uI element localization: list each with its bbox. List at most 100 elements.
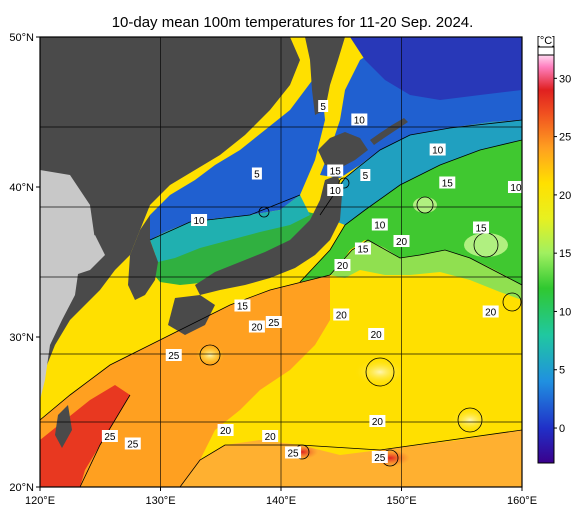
contour-label-text: 20 xyxy=(396,237,408,248)
contour-label-text: 15 xyxy=(442,179,454,190)
contour-label-text: 20 xyxy=(337,261,349,272)
contour-label-bg xyxy=(473,221,490,234)
contour-label-bg xyxy=(354,242,371,255)
contour-label-text: 20 xyxy=(265,432,277,443)
land-china-mask xyxy=(40,170,95,400)
contour-label-text: 20 xyxy=(485,308,497,319)
contour-label: 15 xyxy=(473,221,490,235)
contour-label-text: 25 xyxy=(374,453,386,464)
cold-eddy-2 xyxy=(413,197,437,213)
contour-label-bg xyxy=(371,218,388,231)
contour-label-text: 20 xyxy=(371,330,383,341)
colorbar-tick-label: 10 xyxy=(559,306,571,318)
warm-eddy-1 xyxy=(354,358,406,386)
lon-tick-label: 160°E xyxy=(507,495,537,507)
contour-label-bg xyxy=(327,164,344,177)
lon-tick-label: 150°E xyxy=(386,495,416,507)
contour-label-bg xyxy=(285,446,302,459)
contour-label-text: 15 xyxy=(330,167,342,178)
contour-label: 25 xyxy=(265,316,282,329)
contour-label: 10 xyxy=(191,214,208,227)
contour-label-bg xyxy=(217,424,234,436)
contour-label-bg xyxy=(318,100,329,112)
contour-label-bg xyxy=(482,305,499,318)
contour-label: 5 xyxy=(360,169,371,182)
contour-label-text: 20 xyxy=(251,323,263,334)
colorbar-tick-label: 0 xyxy=(559,423,565,435)
land-korea xyxy=(128,215,158,300)
ocean-orange-south xyxy=(180,430,522,487)
cold-eddy-1 xyxy=(464,233,508,257)
land-taiwan xyxy=(55,405,72,448)
contour-label-bg xyxy=(393,235,410,247)
contour-label-text: 15 xyxy=(237,302,249,313)
ocean-teal-zone xyxy=(320,120,522,225)
contour-label: 25 xyxy=(165,349,182,362)
lon-tick-label: 140°E xyxy=(266,495,296,507)
contour-label: 20 xyxy=(334,259,351,272)
contour-label: 10 xyxy=(371,218,388,232)
contour-label-text: 25 xyxy=(287,449,299,460)
contour-label: 20 xyxy=(368,328,385,341)
grid-lines xyxy=(40,37,522,487)
contour-label: 25 xyxy=(285,446,302,460)
ocean-deepblue-zone xyxy=(350,37,522,100)
contour-label-bg xyxy=(439,176,456,189)
contour-label: 10 xyxy=(327,184,344,197)
contour-label-text: 10 xyxy=(330,186,342,197)
contour-label-text: 10 xyxy=(432,146,444,157)
contour-label-text: 20 xyxy=(336,311,348,322)
contour-label: 10 xyxy=(507,181,522,194)
colorbar-tick-label: 20 xyxy=(559,190,571,202)
contour-label: 25 xyxy=(124,437,141,451)
colorbar-unit: [°C] xyxy=(537,35,555,47)
contour-label-bg xyxy=(262,430,279,442)
contour-label-text: 10 xyxy=(354,116,366,127)
contour-label-bg xyxy=(369,415,386,427)
lat-tick-label: 50°N xyxy=(9,32,34,44)
contour-label-bg xyxy=(124,437,141,450)
contour-label-text: 20 xyxy=(220,426,232,437)
contour-label-text: 15 xyxy=(357,245,369,256)
contour-label-text: 25 xyxy=(168,351,180,362)
contour-label-bg xyxy=(333,308,350,321)
axis-ticks: 120°E 130°E 140°E 150°E 160°E 50°N 40°N 30°N 20°… xyxy=(9,32,537,507)
lat-tick-label: 40°N xyxy=(9,182,34,194)
lat-tick-label: 20°N xyxy=(9,482,34,494)
contour-label: 20 xyxy=(333,308,350,322)
contour-label-text: 5 xyxy=(320,102,326,113)
contour-label-bg xyxy=(368,328,385,340)
contour-label-bg xyxy=(234,299,251,312)
contour-label: 5 xyxy=(318,100,329,113)
contour-label-text: 5 xyxy=(363,171,369,182)
contour-label-bg xyxy=(327,184,344,196)
contour-label-text: 25 xyxy=(127,440,139,451)
contour-label: 20 xyxy=(369,415,386,428)
land-continent xyxy=(40,37,300,380)
colorbar-gradient xyxy=(537,54,555,464)
contour-label: 15 xyxy=(234,299,251,313)
contour-label: 15 xyxy=(327,164,344,178)
lon-tick-label: 120°E xyxy=(25,495,55,507)
colorbar-tick-label: 30 xyxy=(559,73,571,85)
contour-label-bg xyxy=(165,349,182,361)
contour-label-bg xyxy=(507,181,522,193)
contour-label-text: 10 xyxy=(510,183,522,194)
contour-label: 5 xyxy=(251,167,262,181)
contour-label-text: 20 xyxy=(372,417,384,428)
contour-label: 10 xyxy=(351,113,368,127)
contour-label-bg xyxy=(101,430,118,442)
contour-label-bg xyxy=(351,113,368,126)
land-kurils xyxy=(370,118,408,145)
ocean-lightgreen-zone xyxy=(330,240,522,300)
contour-label-bg xyxy=(248,320,265,333)
warm-eddy-2 xyxy=(196,345,224,365)
ocean-red-zone xyxy=(40,385,130,487)
colorbar-top-cap xyxy=(537,46,555,56)
colorbar-tick-label: 15 xyxy=(559,248,571,260)
contour-label-text: 10 xyxy=(374,221,386,232)
sea-of-japan-teal xyxy=(150,195,310,262)
